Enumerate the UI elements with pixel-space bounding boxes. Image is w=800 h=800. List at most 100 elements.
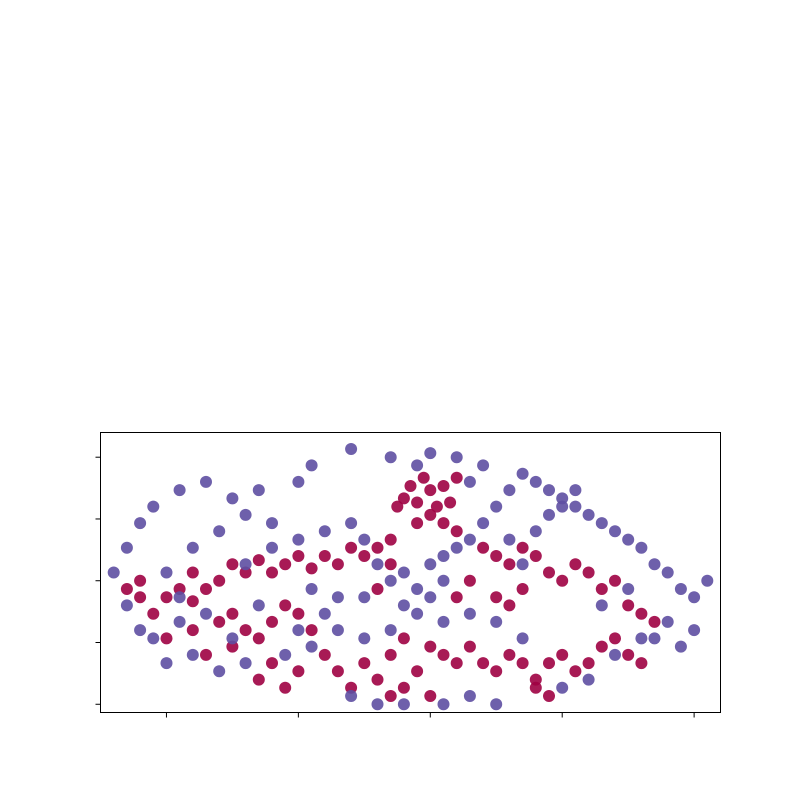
scatter-point-s1-67 [411,607,424,620]
scatter-point-s1-34 [397,566,410,579]
scatter-point-s1-105 [397,599,410,612]
scatter-point-s0-80 [609,574,621,587]
scatter-point-s0-31 [160,591,173,604]
scatter-point-s0-5 [417,471,430,484]
scatter-point-s0-61 [529,673,542,686]
scatter-point-s0-25 [239,566,252,579]
scatter-point-s0-77 [569,558,582,571]
scatter-point-s1-25 [213,525,226,538]
scatter-point-s0-103 [226,640,239,653]
scatter-point-s1-54 [661,566,674,579]
scatter-point-s1-82 [529,525,542,538]
scatter-point-s1-44 [529,475,542,488]
scatter-point-s0-23 [266,566,278,579]
scatter-point-s1-56 [688,591,701,604]
scatter-point-s0-98 [384,558,397,571]
scatter-point-s1-10 [147,500,160,513]
scatter-point-s1-41 [490,500,503,513]
scatter-point-s1-42 [503,484,516,497]
scatter-point-s1-0 [345,443,358,455]
scatter-point-s1-30 [345,517,358,530]
scatter-point-s0-37 [213,615,226,628]
scatter-point-s1-53 [648,558,661,571]
scatter-point-s1-47 [569,500,582,513]
scatter-point-s0-33 [134,591,147,604]
scatter-point-s0-101 [450,591,463,604]
scatter-point-s0-69 [635,657,648,670]
scatter-point-s0-12 [437,517,450,530]
scatter-point-s0-49 [371,673,384,686]
scatter-point-s1-62 [556,681,569,694]
scatter-point-s1-48 [582,508,595,521]
scatter-point-s0-85 [503,599,516,612]
scatter-point-s1-40 [477,517,490,530]
scatter-point-s0-17 [345,541,358,554]
scatter-point-s0-53 [424,640,437,653]
scatter-point-s1-86 [331,591,344,604]
scatter-point-s1-52 [635,541,648,554]
scatter-point-s0-71 [490,550,503,562]
scatter-point-s0-7 [430,500,443,513]
scatter-point-s1-51 [622,533,635,546]
scatter-point-s1-93 [463,475,476,488]
scatter-point-s1-35 [411,583,424,595]
scatter-point-s0-86 [516,583,529,595]
scatter-point-s1-97 [622,583,635,595]
scatter-point-s1-87 [305,583,318,595]
scatter-point-s1-13 [107,566,120,579]
scatter-point-s1-96 [595,599,608,612]
scatter-point-s0-38 [226,607,239,620]
scatter-point-s1-72 [279,648,292,661]
scatter-point-s0-66 [595,640,608,653]
scatter-point-s0-41 [266,615,278,628]
scatter-point-s0-51 [397,632,410,645]
scatter-point-s1-101 [147,632,160,645]
scatter-point-s0-91 [397,681,410,694]
scatter-point-s1-12 [120,541,133,554]
scatter-point-s1-94 [477,459,490,472]
scatter-point-s1-21 [200,607,212,620]
scatter-point-s0-2 [424,484,437,497]
scatter-point-s0-27 [213,574,226,587]
scatter-point-s0-82 [635,607,648,620]
scatter-point-s0-70 [477,541,490,554]
scatter-point-s0-93 [424,690,437,702]
scatter-point-s1-5 [292,475,305,488]
scatter-point-s1-3 [450,451,463,464]
scatter-point-s1-95 [411,459,424,472]
scatter-point-s0-60 [516,657,529,670]
scatter-point-s1-74 [371,698,384,711]
scatter-point-s1-33 [384,574,397,587]
scatter-point-s1-7 [226,492,239,505]
scatter-point-s1-81 [543,508,555,521]
scatter-point-s1-78 [490,698,503,711]
scatter-point-s0-88 [252,673,265,686]
scatter-point-s0-36 [186,624,199,637]
scatter-point-s0-50 [384,648,397,661]
scatter-point-s0-35 [160,632,173,645]
scatter-point-s0-62 [543,657,555,670]
scatter-point-s1-90 [252,599,265,612]
scatter-point-s0-39 [239,624,252,637]
scatter-point-s1-77 [463,690,476,702]
scatter-point-s0-65 [582,657,595,670]
scatter-point-s0-58 [490,665,503,678]
scatter-point-s0-14 [384,533,397,546]
scatter-point-s0-59 [503,648,516,661]
scatter-point-s1-43 [516,467,529,480]
scatter-point-s1-79 [569,484,582,497]
scatter-point-s0-75 [543,566,555,579]
scatter-point-s0-54 [437,648,450,661]
scatter-point-s0-3 [437,480,450,492]
scatter-point-s1-45 [543,484,555,497]
scatter-point-s1-66 [437,615,450,628]
scatter-point-s1-36 [424,558,437,571]
scatter-point-s0-1 [411,496,424,509]
scatter-point-s1-6 [252,484,265,497]
scatter-point-s1-27 [266,517,278,530]
scatter-point-s0-89 [279,681,292,694]
scatter-point-s1-64 [490,615,503,628]
scatter-point-s1-100 [688,624,701,637]
scatter-point-s0-4 [450,471,463,484]
scatter-point-s0-63 [556,648,569,661]
